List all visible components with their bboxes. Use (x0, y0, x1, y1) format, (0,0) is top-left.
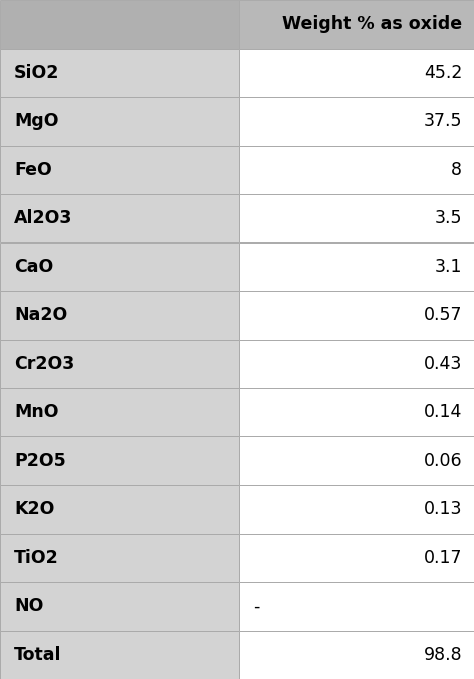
Bar (239, 485, 474, 534)
Bar (239, 582, 474, 631)
Bar (0, 388, 239, 437)
Bar (0, 242, 239, 291)
Text: 0.17: 0.17 (424, 549, 462, 567)
Bar (239, 48, 474, 97)
Text: NO: NO (14, 598, 44, 615)
Text: Cr2O3: Cr2O3 (14, 354, 74, 373)
Text: 98.8: 98.8 (424, 646, 462, 664)
Text: MnO: MnO (14, 403, 59, 421)
Bar (0, 194, 239, 242)
Text: Al2O3: Al2O3 (14, 209, 73, 227)
Text: K2O: K2O (14, 500, 55, 518)
Bar (0, 145, 239, 194)
Text: 3.5: 3.5 (435, 209, 462, 227)
Bar (0, 0, 239, 48)
Bar (239, 194, 474, 242)
Text: TiO2: TiO2 (14, 549, 59, 567)
Text: FeO: FeO (14, 161, 52, 179)
Text: Total: Total (14, 646, 62, 664)
Bar (0, 485, 239, 534)
Bar (239, 388, 474, 437)
Text: P2O5: P2O5 (14, 452, 66, 470)
Bar (0, 97, 239, 145)
Bar (239, 534, 474, 582)
Text: -: - (254, 598, 260, 615)
Bar (239, 340, 474, 388)
Bar (239, 97, 474, 145)
Text: Na2O: Na2O (14, 306, 67, 325)
Text: CaO: CaO (14, 258, 54, 276)
Text: SiO2: SiO2 (14, 64, 60, 81)
Text: 3.1: 3.1 (435, 258, 462, 276)
Text: 0.06: 0.06 (424, 452, 462, 470)
Text: 0.14: 0.14 (424, 403, 462, 421)
Text: 45.2: 45.2 (424, 64, 462, 81)
Bar (239, 631, 474, 679)
Text: 37.5: 37.5 (424, 112, 462, 130)
Text: MgO: MgO (14, 112, 59, 130)
Bar (239, 145, 474, 194)
Bar (0, 340, 239, 388)
Bar (239, 0, 474, 48)
Text: 8: 8 (451, 161, 462, 179)
Text: Weight % as oxide: Weight % as oxide (282, 15, 462, 33)
Bar (0, 291, 239, 340)
Bar (0, 437, 239, 485)
Bar (239, 437, 474, 485)
Bar (0, 631, 239, 679)
Text: 0.13: 0.13 (424, 500, 462, 518)
Bar (239, 291, 474, 340)
Bar (0, 582, 239, 631)
Bar (239, 242, 474, 291)
Bar (0, 534, 239, 582)
Text: 0.57: 0.57 (424, 306, 462, 325)
Bar (0, 48, 239, 97)
Text: 0.43: 0.43 (424, 354, 462, 373)
